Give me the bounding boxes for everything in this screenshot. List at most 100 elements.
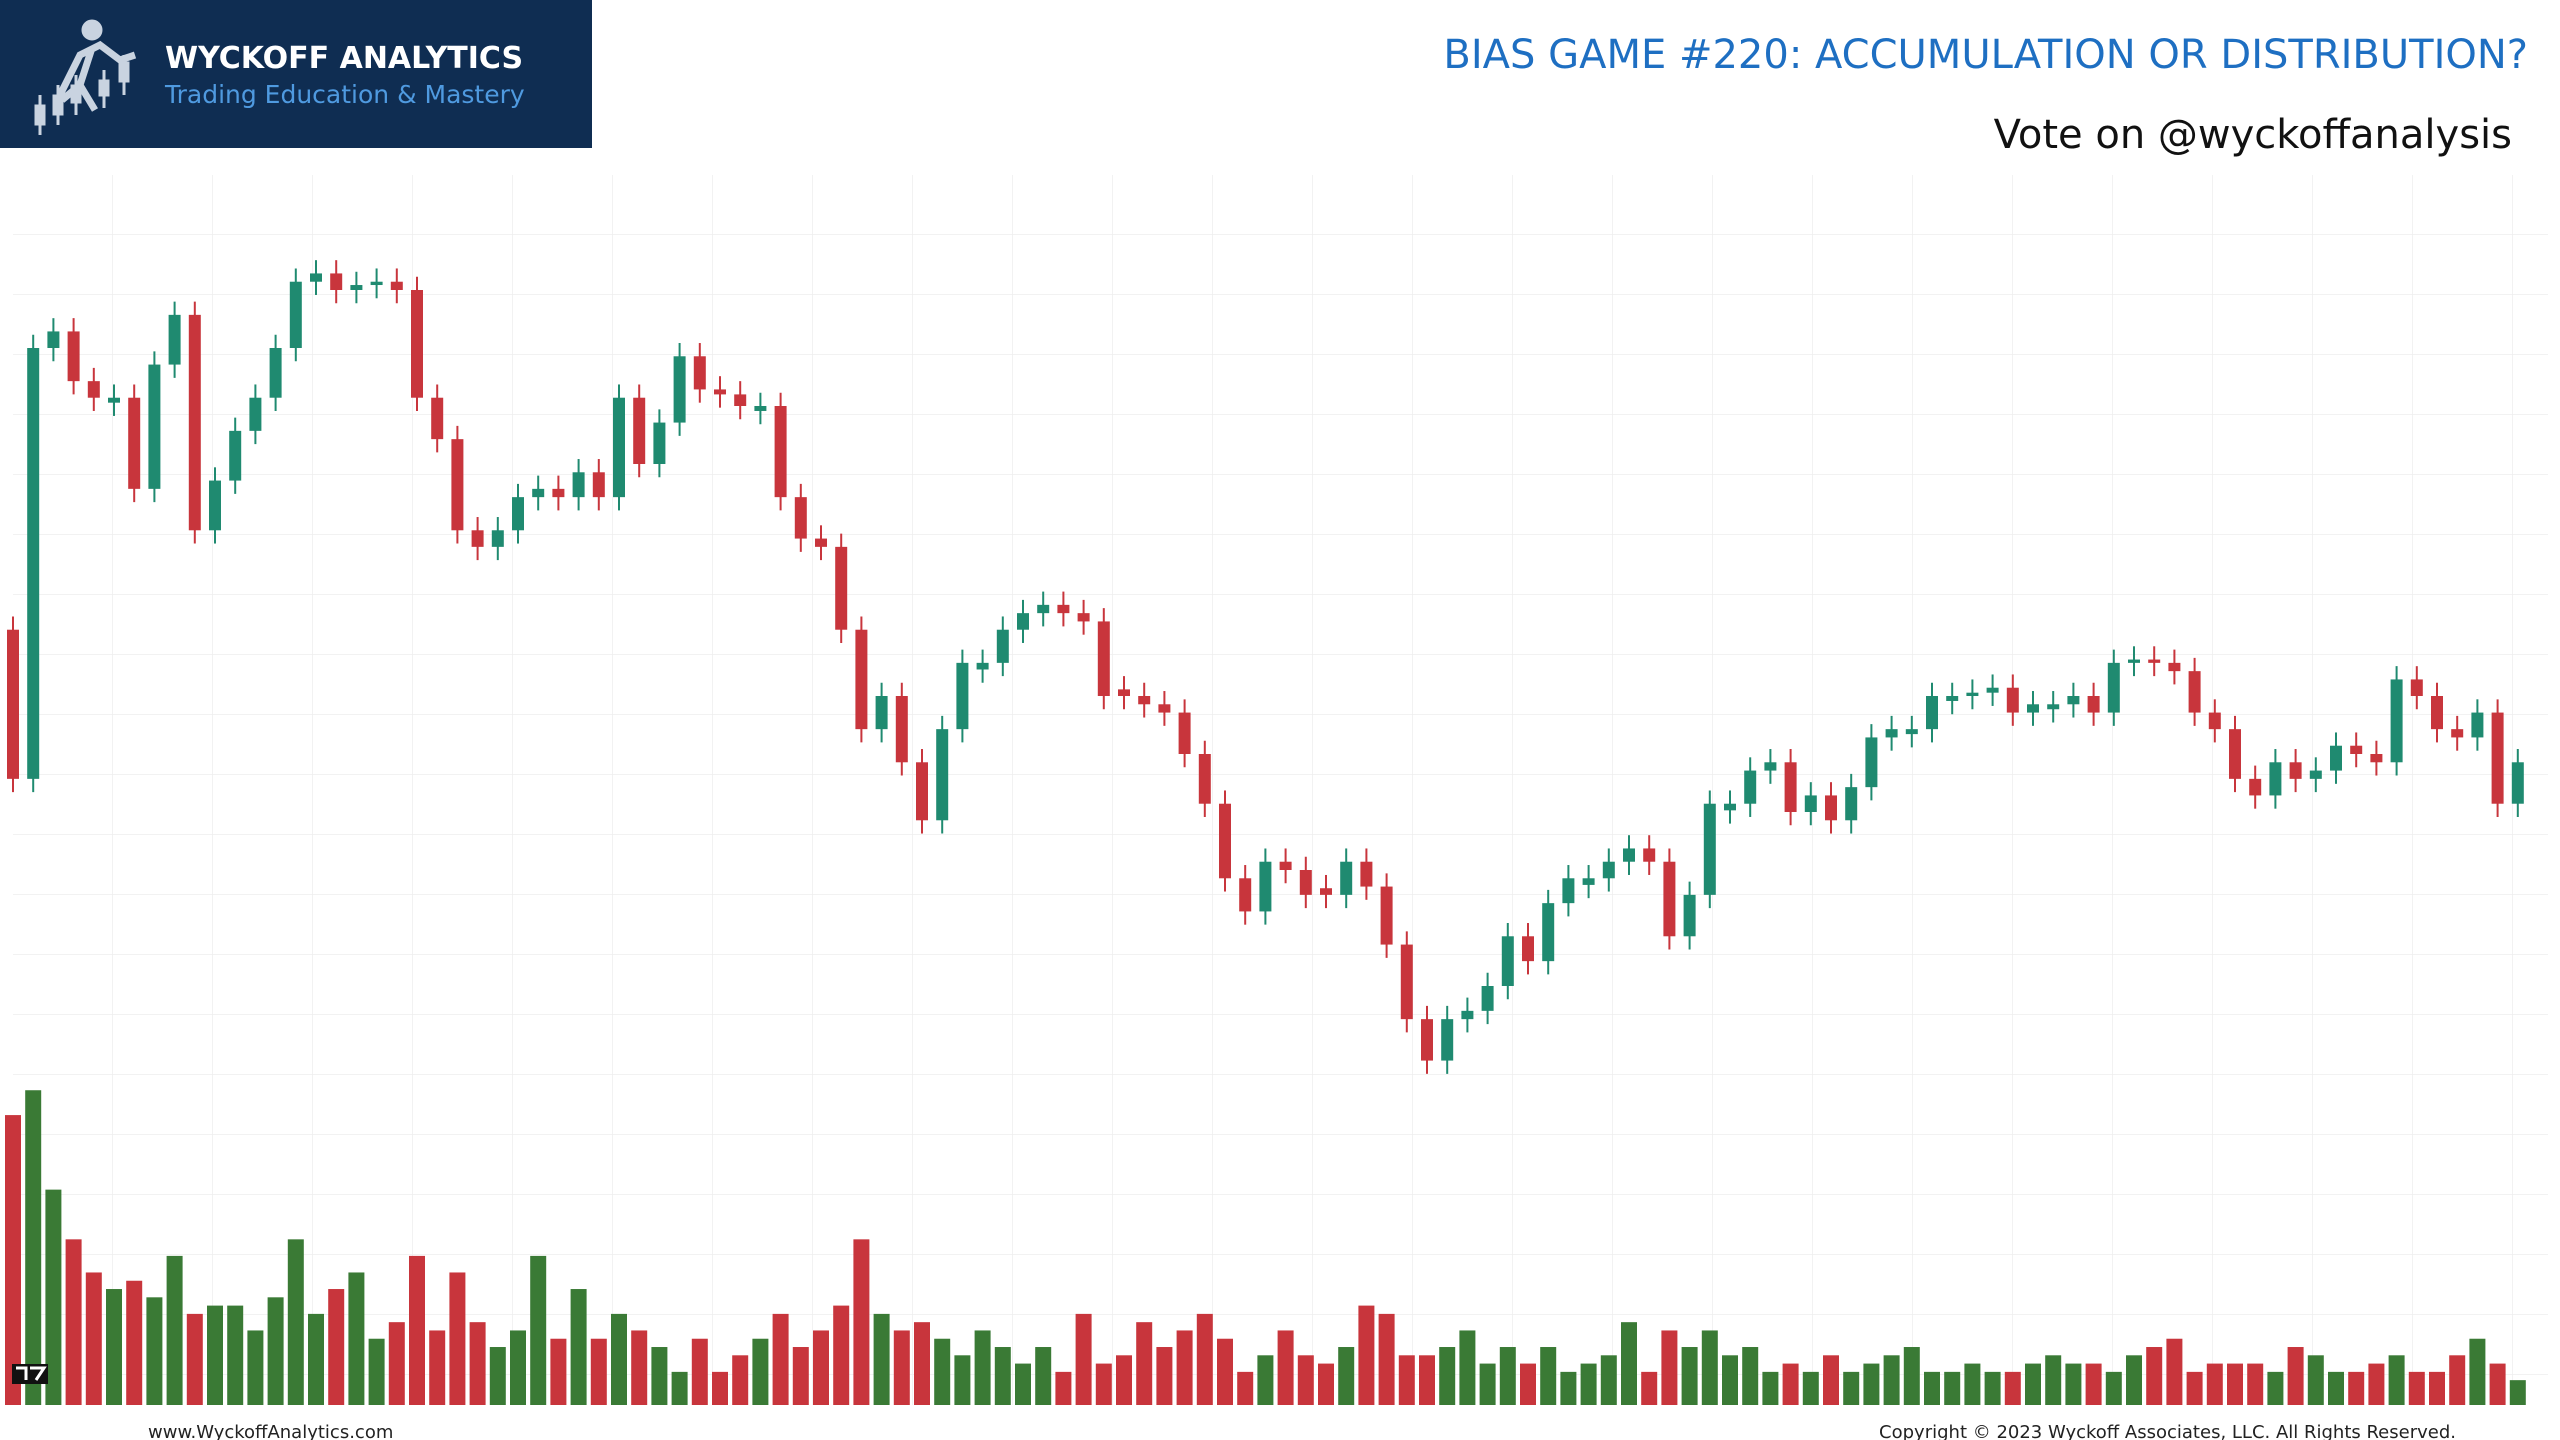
candle-body <box>592 472 605 498</box>
candle-body <box>976 662 989 670</box>
candle-body <box>330 273 343 290</box>
volume-bar <box>2368 1363 2385 1405</box>
candle-body <box>1198 754 1211 804</box>
volume-bar <box>207 1305 223 1405</box>
candle-body <box>390 281 403 290</box>
candle-body <box>835 546 848 630</box>
candle-body <box>956 662 969 730</box>
candle-body <box>2208 712 2221 730</box>
volume-bar <box>1196 1313 1213 1405</box>
volume-bar <box>1863 1363 1880 1405</box>
candle-body <box>532 488 545 498</box>
volume-bar <box>2489 1363 2506 1405</box>
candle-body <box>1542 903 1555 962</box>
volume-bar <box>1035 1347 1052 1405</box>
candle-body <box>1966 692 1979 696</box>
candle-body <box>1602 861 1615 879</box>
candle-body <box>2087 696 2100 713</box>
candle-body <box>47 331 60 348</box>
candle-body <box>2471 712 2484 738</box>
volume-bar <box>550 1338 567 1405</box>
candle-body <box>1623 848 1635 862</box>
candle-body <box>1784 762 1797 812</box>
candle-body <box>67 331 80 382</box>
candle-body <box>2107 662 2120 713</box>
volume-bar <box>2408 1371 2425 1405</box>
volume-bar <box>429 1330 446 1405</box>
volume-bar <box>893 1330 910 1405</box>
candle-body <box>552 488 565 498</box>
volume-bar <box>510 1330 526 1405</box>
volume-bar <box>2146 1347 2163 1405</box>
footer-right: Copyright © 2023 Wyckoff Associates, LLC… <box>1879 1422 2456 1440</box>
volume-bar <box>1055 1371 1072 1405</box>
volume-bar <box>1661 1330 1678 1405</box>
volume-bar <box>1903 1347 1920 1405</box>
grid <box>13 175 2548 1405</box>
candle-body <box>1804 795 1817 812</box>
candle-body <box>875 696 888 730</box>
candle-body <box>1481 986 1494 1011</box>
volume-bar <box>388 1322 405 1405</box>
candle-body <box>2168 662 2181 672</box>
volume-bar <box>5 1115 21 1405</box>
volume-bar <box>2469 1338 2486 1405</box>
volume-bar <box>328 1289 345 1405</box>
candle-body <box>1017 613 1029 630</box>
volume-bar <box>1318 1363 1334 1405</box>
volume-bar <box>994 1347 1011 1405</box>
volume-bar <box>126 1280 143 1405</box>
candle-body <box>87 381 100 398</box>
volume-bar <box>732 1355 749 1405</box>
volume-bar <box>308 1313 324 1405</box>
candle-body <box>2390 679 2403 763</box>
candle-body <box>815 538 827 547</box>
candle-body <box>1683 894 1696 937</box>
volume-bar <box>2449 1355 2466 1405</box>
volume-bar <box>1479 1363 1496 1405</box>
volume-bar <box>1095 1363 1112 1405</box>
volume-bar <box>954 1355 971 1405</box>
volume-bar <box>590 1338 607 1405</box>
candle-body <box>1158 704 1171 713</box>
candle-body <box>1885 729 1898 738</box>
candle-body <box>1562 878 1575 904</box>
volume-bar <box>2247 1363 2264 1405</box>
candle-body <box>2229 729 2241 779</box>
volume-bar <box>45 1189 62 1405</box>
candle-body <box>754 406 767 411</box>
volume-bar <box>2004 1371 2021 1405</box>
volume-bar <box>2085 1363 2102 1405</box>
candle-body <box>2491 712 2504 804</box>
candle-body <box>2188 671 2201 713</box>
volume-bar <box>2328 1371 2344 1405</box>
candle-body <box>1380 886 1393 945</box>
candle-body <box>1724 803 1736 811</box>
chart-title: BIAS GAME #220: ACCUMULATION OR DISTRIBU… <box>1443 32 2528 78</box>
volume-bar <box>2065 1363 2082 1405</box>
candle-body <box>1744 770 1757 804</box>
volume-bar <box>651 1347 668 1405</box>
candle-body <box>2249 778 2262 796</box>
volume-bar <box>227 1305 244 1405</box>
candle-body <box>148 364 161 489</box>
candle-body <box>1582 878 1595 885</box>
candle-body <box>168 314 181 365</box>
volume-bar <box>2045 1355 2062 1405</box>
candle-body <box>2269 762 2282 796</box>
candle-body <box>653 422 666 464</box>
candle-body <box>1825 795 1837 821</box>
candle-body <box>734 394 747 406</box>
volume-bar <box>1580 1363 1597 1405</box>
candle-body <box>2047 704 2060 710</box>
candle-body <box>1926 696 1938 730</box>
candle-body <box>411 290 423 398</box>
volume-bar <box>1641 1371 1658 1405</box>
volume-bar <box>25 1090 42 1405</box>
volume-bar <box>2429 1371 2445 1405</box>
candle-body <box>2410 679 2423 696</box>
volume-bar <box>2025 1363 2041 1405</box>
candle-body <box>1703 803 1716 895</box>
candle-body <box>1522 936 1534 962</box>
volume-bar <box>1075 1313 1092 1405</box>
